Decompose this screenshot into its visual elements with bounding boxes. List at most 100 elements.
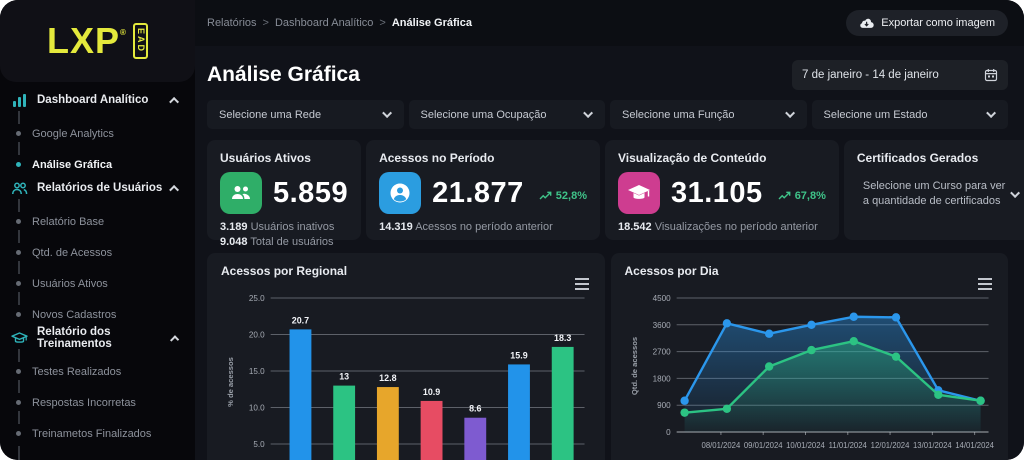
tree-connector [18, 349, 20, 362]
bar-chart-icon [13, 93, 26, 107]
tree-connector [18, 446, 20, 460]
breadcrumb-relatorios[interactable]: Relatórios [207, 17, 257, 29]
sidebar-item-google-analytics[interactable]: Google Analytics [0, 111, 195, 149]
sidebar-item-respostas-incorretas[interactable]: Respostas Incorretas [0, 380, 195, 418]
trend-up-icon [778, 191, 791, 200]
charts-row: Acessos por Regional 25.0 20.0 15.0 10.0 5.0… [195, 253, 1024, 460]
bullet-icon [16, 281, 21, 286]
svg-text:10.0: 10.0 [249, 403, 265, 412]
bullet-icon [16, 312, 21, 317]
calendar-icon [984, 69, 998, 82]
date-range-text: 7 de janeiro - 14 de janeiro [802, 69, 939, 81]
users-icon [220, 172, 262, 214]
tree-connector [18, 111, 20, 124]
graduation-cap-icon [617, 172, 660, 214]
user-circle-icon [379, 172, 422, 214]
trend-up-icon [539, 191, 552, 200]
svg-text:0: 0 [666, 428, 671, 437]
chevron-down-icon [784, 108, 795, 119]
svg-text:15.9: 15.9 [510, 350, 527, 360]
chart-acessos-por-regional: Acessos por Regional 25.0 20.0 15.0 10.0 5.0… [207, 253, 605, 460]
filter-row: Selecione uma Rede Selecione uma Ocupaçã… [195, 100, 1024, 129]
bullet-icon [16, 369, 21, 374]
stat-subline: 18.542 Visualizações no período anterior [617, 221, 818, 233]
tree-connector [18, 261, 20, 274]
tree-connector [18, 292, 20, 305]
bullet-icon [16, 219, 21, 224]
bullet-icon [16, 250, 21, 255]
select-funcao-dropdown[interactable]: Selecione uma Função [610, 100, 807, 129]
stat-value: 31.105 [670, 176, 763, 209]
main-content: Relatórios > Dashboard Analítico > Análi… [195, 0, 1024, 460]
sidebar-item-novos-cadastros[interactable]: Novos Cadastros [0, 292, 195, 330]
cloud-download-icon [860, 18, 874, 28]
stat-subline: 14.319 Acessos no período anterior [379, 221, 553, 233]
sidebar-item-relatorios-usuarios[interactable]: Relatórios de Usuários [0, 176, 195, 200]
card-acessos-periodo: Acessos no Período 21.877 52,8% 14.319 A… [366, 140, 600, 240]
bullet-icon [16, 400, 21, 405]
stat-value: 21.877 [432, 176, 524, 209]
date-range-picker[interactable]: 7 de janeiro - 14 de janeiro [792, 60, 1008, 90]
tree-connector [18, 142, 20, 155]
card-usuarios-ativos: Usuários Ativos 5.859 3.189 Usuários ina… [207, 140, 362, 248]
svg-text:13/01/2024: 13/01/2024 [912, 441, 951, 450]
select-ocupacao-dropdown[interactable]: Selecione uma Ocupação [408, 100, 605, 129]
breadcrumb-separator: > [262, 17, 269, 29]
svg-text:1800: 1800 [652, 374, 671, 383]
stat-subline: 3.189 Usuários inativos [220, 221, 335, 233]
sidebar-item-usuarios-ativos[interactable]: Usuários Ativos [0, 261, 195, 299]
svg-text:11/01/2024: 11/01/2024 [828, 441, 867, 450]
svg-text:10/01/2024: 10/01/2024 [786, 441, 825, 450]
svg-text:20.7: 20.7 [292, 315, 309, 325]
svg-text:18.3: 18.3 [554, 333, 571, 343]
sidebar-item-testes-realizados[interactable]: Testes Realizados [0, 349, 195, 387]
sidebar-item-treinametos-finalizados[interactable]: Treinametos Finalizados [0, 411, 195, 449]
svg-text:12.8: 12.8 [379, 373, 396, 383]
sidebar-menu: Dashboard Analítico Google Analytics Aná… [0, 82, 195, 460]
svg-text:Qtd. de acessos: Qtd. de acessos [629, 337, 638, 395]
svg-text:8.6: 8.6 [469, 404, 481, 414]
sidebar-item-dashboard-analitico[interactable]: Dashboard Analítico [0, 88, 195, 112]
select-curso-dropdown[interactable]: Selecione um Curso para ver a quantidade… [857, 179, 1020, 209]
sidebar-item-relatorio-base[interactable]: Relatório Base [0, 199, 195, 237]
bullet-icon [16, 162, 21, 167]
line-chart: 4500 3600 2700 1800 900 0 Qtd. de acessos 08/01… [629, 294, 994, 450]
select-estado-dropdown[interactable]: Selecione um Estado [811, 100, 1008, 129]
sidebar-item-qtd-acessos[interactable]: Qtd. de Acessos [0, 230, 195, 268]
logo-ead-badge: EAD [132, 23, 148, 59]
svg-text:09/01/2024: 09/01/2024 [743, 441, 782, 450]
export-image-button[interactable]: Exportar como imagem [846, 10, 1008, 36]
graduation-cap-icon [11, 331, 28, 343]
chevron-up-icon [169, 334, 180, 345]
tree-connector [18, 199, 20, 212]
stat-subline: 9.048 Total de usuários [220, 236, 334, 248]
breadcrumb-current: Análise Gráfica [391, 17, 472, 29]
tree-connector [18, 411, 20, 424]
breadcrumb: Relatórios > Dashboard Analítico > Análi… [207, 17, 472, 29]
breadcrumb-separator: > [379, 17, 386, 29]
chevron-down-icon [583, 108, 594, 119]
card-visualizacao-conteudo: Visualização de Conteúdo 31.105 67,8% 18… [604, 140, 839, 240]
svg-text:25.0: 25.0 [249, 294, 265, 303]
svg-text:14/01/2024: 14/01/2024 [955, 441, 994, 450]
users-icon [12, 182, 28, 194]
bullet-icon [16, 131, 21, 136]
card-certificados-gerados: Certificados Gerados Selecione um Curso … [843, 140, 1024, 240]
trend-up: 52,8% [539, 190, 587, 202]
bullet-icon [16, 431, 21, 436]
sidebar-item-analise-grafica[interactable]: Análise Gráfica [0, 142, 195, 180]
chevron-down-icon [381, 108, 392, 119]
chart-menu-icon[interactable] [574, 278, 589, 290]
tree-connector [18, 380, 20, 393]
sidebar-item-relatorio-treinamentos[interactable]: Relatório dos Treinamentos [0, 326, 195, 350]
svg-text:5.0: 5.0 [253, 440, 265, 449]
stat-value: 5.859 [273, 176, 349, 209]
breadcrumb-dashboard-analitico[interactable]: Dashboard Analítico [274, 17, 374, 29]
logo[interactable]: LXP® EAD [0, 0, 195, 82]
select-rede-dropdown[interactable]: Selecione uma Rede [207, 100, 404, 129]
chevron-down-icon [986, 108, 997, 119]
chart-menu-icon[interactable] [978, 278, 992, 290]
stats-row: Usuários Ativos 5.859 3.189 Usuários ina… [195, 140, 1024, 248]
logo-text: LXP [47, 20, 121, 61]
